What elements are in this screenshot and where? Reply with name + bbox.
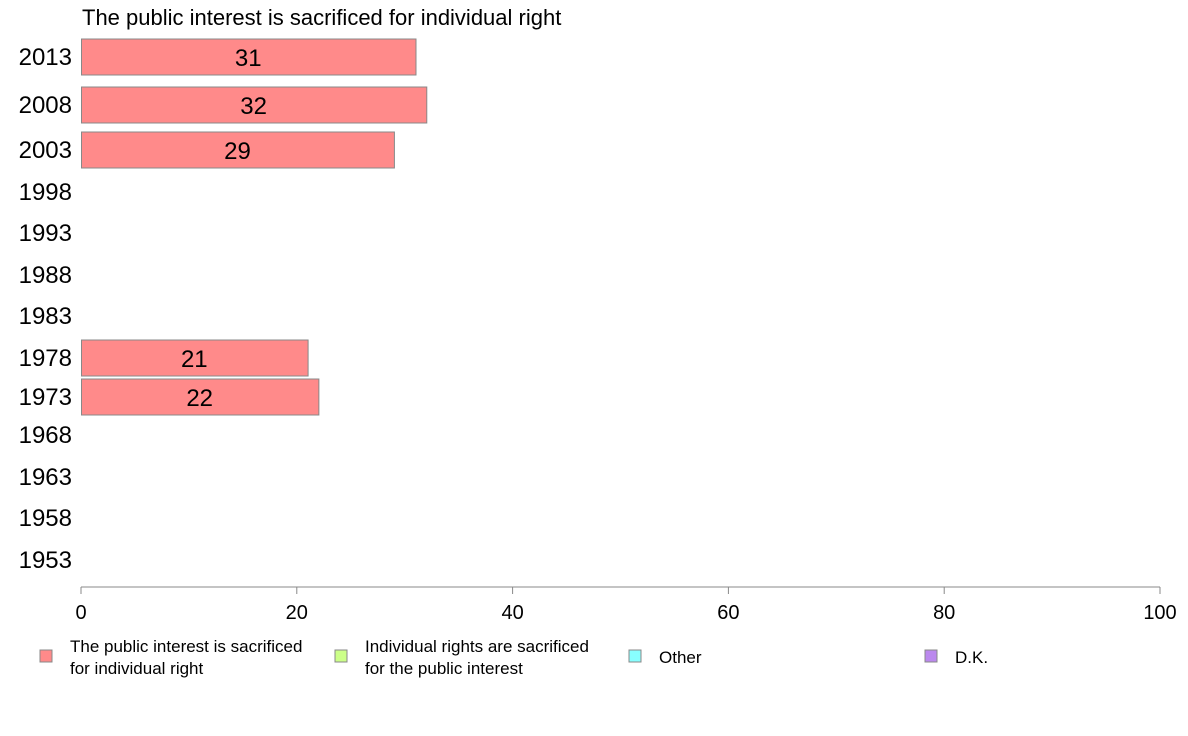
y-tick-label-1978: 1978 — [19, 345, 72, 372]
y-tick-label-1963: 1963 — [19, 464, 72, 491]
legend-swatch-0 — [39, 649, 53, 663]
x-tick-label-0: 0 — [75, 602, 86, 624]
y-tick-label-2008: 2008 — [19, 92, 72, 119]
data-label-1978: 21 — [181, 346, 208, 373]
y-tick-label-1998: 1998 — [19, 179, 72, 206]
legend-label-3-line-0: D.K. — [955, 648, 988, 667]
data-label-2003: 29 — [224, 138, 251, 165]
y-tick-label-2003: 2003 — [19, 137, 72, 164]
data-label-1973: 22 — [186, 385, 213, 412]
x-axis: 0 20 40 60 80 100 — [75, 586, 1177, 624]
x-tick-label-100: 100 — [1143, 602, 1176, 624]
legend-swatch-1 — [334, 649, 348, 663]
legend-swatch-3 — [924, 649, 938, 663]
y-tick-label-2013: 2013 — [19, 44, 72, 71]
chart-title: The public interest is sacrificed for in… — [82, 5, 561, 30]
x-tick-label-20: 20 — [286, 602, 308, 624]
legend-swatch-2 — [628, 649, 642, 663]
y-tick-label-1958: 1958 — [19, 505, 72, 532]
legend-label-0-line-1: for individual right — [70, 659, 204, 678]
legend-label-1-line-1: for the public interest — [365, 659, 523, 678]
legend: The public interest is sacrificed for ind… — [39, 637, 988, 678]
y-tick-label-1983: 1983 — [19, 303, 72, 330]
x-tick-label-80: 80 — [933, 602, 955, 624]
y-axis-labels: 2013 2008 2003 1998 1993 1988 1983 1978 1973 1968… — [19, 44, 72, 574]
x-tick-label-40: 40 — [501, 602, 523, 624]
y-tick-label-1973: 1973 — [19, 384, 72, 411]
bar-2008 — [81, 86, 428, 124]
legend-label-0-line-0: The public interest is sacrificed — [70, 637, 302, 656]
bar-2013 — [81, 38, 417, 76]
bar-2003 — [81, 131, 395, 169]
legend-label-1-line-0: Individual rights are sacrificed — [365, 637, 589, 656]
y-tick-label-1953: 1953 — [19, 547, 72, 574]
y-tick-label-1968: 1968 — [19, 422, 72, 449]
x-tick-label-60: 60 — [717, 602, 739, 624]
legend-label-2-line-0: Other — [659, 648, 702, 667]
y-tick-label-1993: 1993 — [19, 220, 72, 247]
bar-1978 — [81, 339, 309, 377]
y-tick-label-1988: 1988 — [19, 262, 72, 289]
bars: 31 32 29 21 22 — [81, 38, 428, 416]
bar-1973 — [81, 378, 320, 416]
data-label-2008: 32 — [240, 93, 267, 120]
data-label-2013: 31 — [235, 45, 262, 72]
